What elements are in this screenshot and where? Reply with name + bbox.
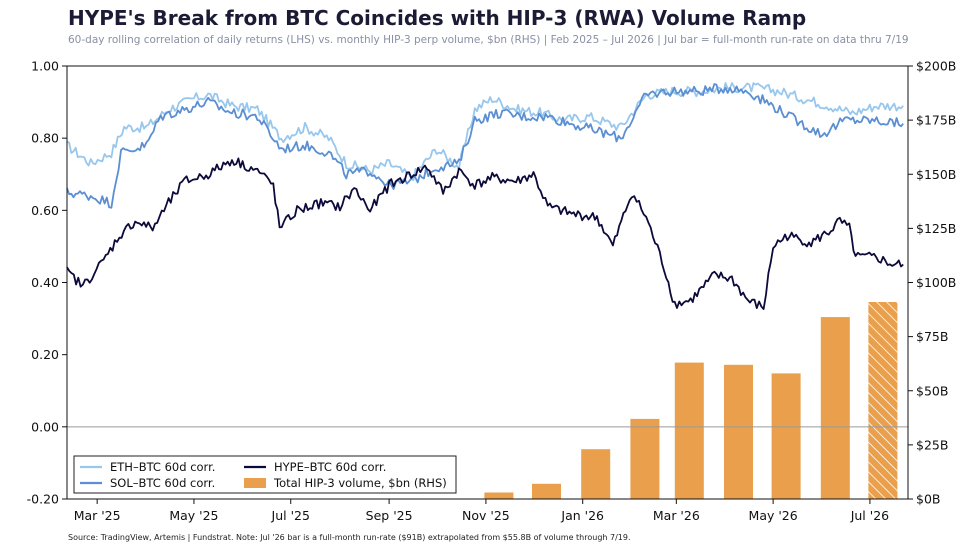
left-tick-label: 1.00 [31, 59, 59, 74]
axes: 1.00 0.80 0.60 0.40 0.20 0.00 -0.20 $200B $175B $… [27, 59, 957, 524]
x-tick-label: Nov '25 [462, 508, 510, 523]
legend: ETH–BTC 60d corr. HYPE–BTC 60d corr. SOL–B… [73, 455, 457, 494]
x-tick-label: Mar '26 [653, 508, 700, 523]
legend-label: SOL–BTC 60d corr. [110, 476, 215, 490]
volume-bar [674, 362, 704, 499]
x-tick-label: Mar '25 [74, 508, 121, 523]
right-tick-label: $100B [916, 275, 956, 290]
volume-bar [532, 483, 561, 499]
chart-subtitle: 60-day rolling correlation of daily retu… [68, 34, 909, 46]
right-tick-label: $200B [916, 59, 956, 74]
series-line [66, 83, 904, 209]
volume-bar [771, 373, 801, 499]
right-tick-label: $0B [916, 492, 940, 507]
series-line [66, 82, 904, 182]
left-tick-label: 0.80 [31, 131, 59, 146]
volume-bar [484, 492, 514, 499]
legend-box [73, 455, 457, 494]
legend-label: Total HIP-3 volume, $bn (RHS) [273, 476, 447, 490]
volume-bar [820, 317, 850, 499]
left-tick-label: 0.20 [31, 347, 59, 362]
left-tick-label: 0.00 [31, 419, 59, 434]
right-tick-label: $50B [916, 383, 948, 398]
volume-bar [868, 302, 898, 499]
volume-bar [630, 418, 660, 499]
left-tick-label: 0.40 [31, 275, 59, 290]
x-tick-label: Jan '26 [560, 508, 604, 523]
right-tick-label: $175B [916, 113, 956, 128]
x-tick-label: May '26 [749, 508, 798, 523]
x-tick-label: May '25 [169, 508, 218, 523]
line-series [66, 82, 904, 310]
right-tick-label: $125B [916, 221, 956, 236]
volume-bar [581, 449, 611, 499]
legend-label: HYPE–BTC 60d corr. [274, 460, 386, 474]
x-tick-label: Jul '26 [850, 508, 889, 523]
source-note: Source: TradingView, Artemis | Fundstrat… [68, 533, 631, 542]
volume-bar [724, 364, 753, 499]
x-tick-label: Jul '25 [271, 508, 310, 523]
legend-label: ETH–BTC 60d corr. [110, 460, 215, 474]
x-tick-label: Sep '25 [366, 508, 413, 523]
right-tick-label: $75B [916, 329, 948, 344]
bar-series [67, 302, 908, 499]
left-tick-label: 0.60 [31, 203, 59, 218]
left-tick-label: -0.20 [27, 492, 59, 507]
chart-title: HYPE's Break from BTC Coincides with HIP… [68, 6, 807, 30]
right-tick-label: $25B [916, 437, 948, 452]
legend-bar-swatch [244, 478, 266, 488]
series-line [66, 157, 904, 310]
right-tick-label: $150B [916, 167, 956, 182]
